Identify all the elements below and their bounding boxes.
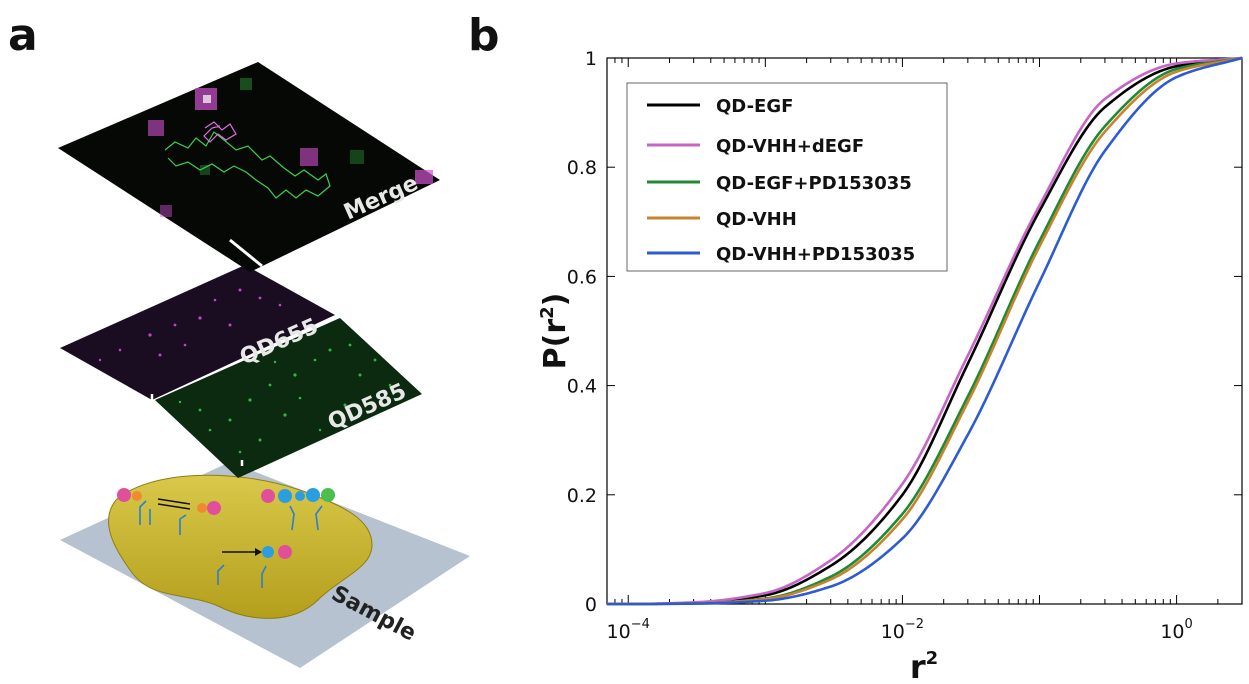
x-tick-label: 10−4 <box>607 617 650 643</box>
binding-arrows <box>157 498 262 556</box>
panel-b: b 00.20.40.60.81 10−4 10−2 100 P(r2) r2 QD… <box>468 10 1243 684</box>
qd655-image <box>60 265 335 400</box>
y-tick-label: 0.4 <box>567 376 597 398</box>
merge-layer: Merge <box>58 62 440 272</box>
legend-label: QD-EGF+PD153035 <box>716 173 912 194</box>
x-axis-label-base: r <box>910 648 926 684</box>
legend-item: QD-EGF <box>647 96 793 117</box>
merge-trajectory-green <box>164 131 331 199</box>
legend-item: QD-EGF+PD153035 <box>647 173 912 194</box>
receptor-glyphs <box>139 500 323 588</box>
merge-scale-bar <box>229 238 263 268</box>
series-line-qd-vhh-pd153035 <box>607 56 1243 606</box>
merge-trajectory-magenta <box>203 121 237 143</box>
x-tick-label: 10−2 <box>881 617 924 643</box>
panel-b-label: b <box>468 10 500 61</box>
x-axis-label: r2 <box>910 648 938 684</box>
x-tick-label-base: 10 <box>881 621 905 643</box>
y-tick-label: 0.6 <box>567 266 597 288</box>
x-tick-label-exp: 0 <box>1185 617 1193 632</box>
quantum-dots <box>117 488 335 559</box>
x-tick-label-base: 10 <box>607 621 631 643</box>
series-line-qd-vhh-degf <box>607 56 1243 606</box>
y-tick-label: 0 <box>585 594 597 616</box>
y-axis-ticks: 0 0.2 0.4 0.6 0.8 1 <box>567 48 1242 616</box>
legend-label: QD-EGF <box>716 96 793 117</box>
legend-label: QD-VHH <box>716 209 797 230</box>
x-axis-ticks: 10−4 10−2 100 <box>606 58 1243 643</box>
y-tick-label: 0.2 <box>567 485 597 507</box>
qd655-spots <box>98 288 282 362</box>
y-axis-label: P(r2) <box>537 293 573 370</box>
legend-box <box>626 82 948 272</box>
merge-spots <box>148 78 433 217</box>
x-axis-label-exp: 2 <box>926 648 939 669</box>
y-axis-label-exp: 2 <box>537 306 558 319</box>
y-tick-label: 1 <box>585 48 597 70</box>
legend-label: QD-VHH+dEGF <box>716 136 864 157</box>
x-tick-label-base: 10 <box>1160 621 1184 643</box>
y-axis-label-close: ) <box>538 293 573 307</box>
legend-label: QD-VHH+PD153035 <box>716 244 915 265</box>
legend: QD-EGF QD-VHH+dEGF QD-EGF+PD153035 QD-VH… <box>626 82 948 272</box>
legend-item: QD-VHH+dEGF <box>647 136 864 157</box>
panel-a-label: a <box>8 10 38 61</box>
sample-layer: Sample <box>60 462 470 668</box>
y-axis-label-base: P(r <box>538 319 573 370</box>
x-tick-label-exp: −2 <box>905 617 924 632</box>
merge-image <box>58 62 440 272</box>
qd585-spots <box>178 343 392 454</box>
sample-cell <box>108 474 373 619</box>
legend-item: QD-VHH <box>647 209 797 230</box>
qd585-image <box>155 318 422 478</box>
legend-item: QD-VHH+PD153035 <box>647 244 915 265</box>
panel-a: a <box>8 10 470 668</box>
x-tick-label-exp: −4 <box>631 617 650 632</box>
y-tick-label: 0.8 <box>567 157 597 179</box>
x-tick-label: 100 <box>1160 617 1192 643</box>
series-lines <box>607 56 1243 606</box>
